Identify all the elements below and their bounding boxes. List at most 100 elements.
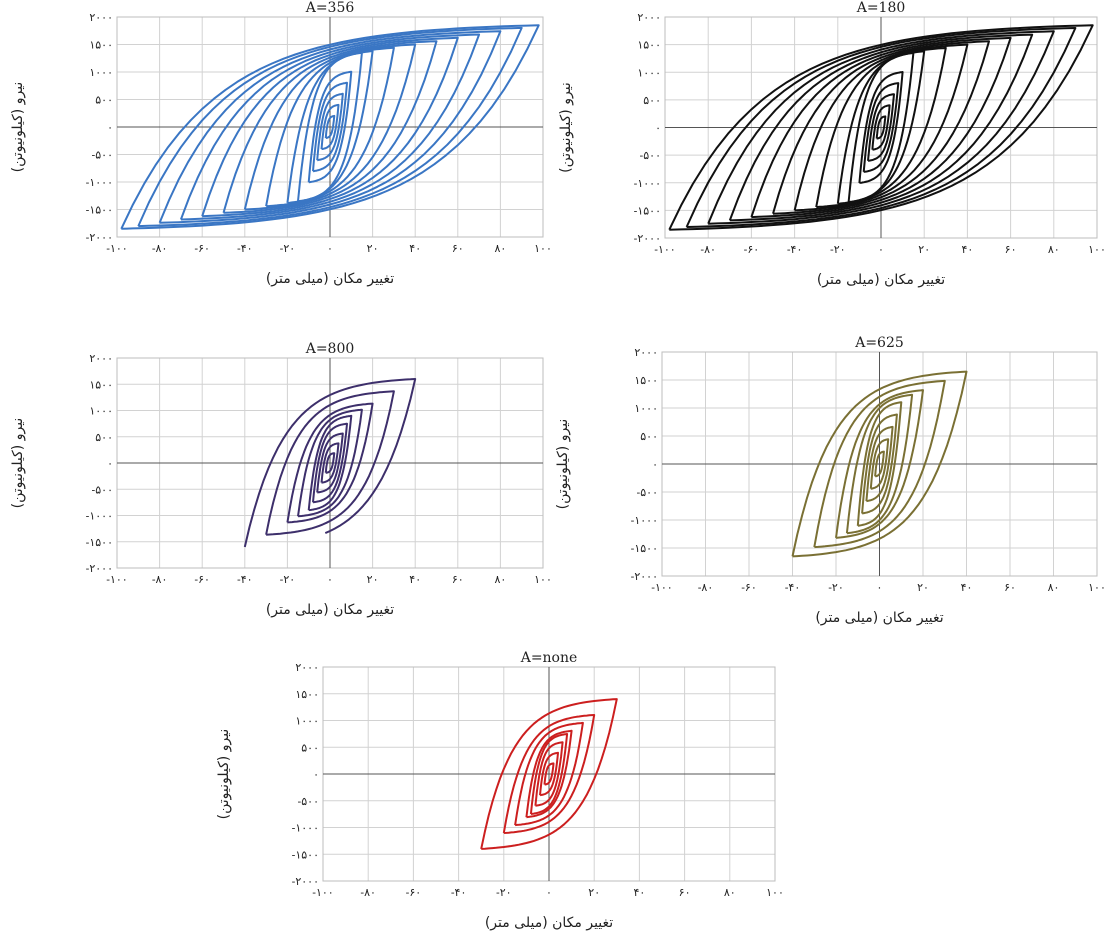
chart-a356-loop-8 [265, 46, 395, 208]
chart-a180-x-tick: -۶۰ [744, 243, 760, 256]
chart-a800-x-tick: -۱۰۰ [106, 573, 127, 586]
chart-a625-x-tick: -۲۰ [828, 581, 844, 594]
chart-a800-x-tick: ۱۰۰ [534, 573, 552, 586]
chart-a800-loop-5 [307, 414, 353, 512]
chart-a180-loop-5 [858, 71, 904, 184]
chart-a180-y-tick: ۱۵۰۰ [637, 39, 661, 52]
chart-a625-x-tick: -۴۰ [785, 581, 801, 594]
chart-a180-loop-2 [871, 104, 891, 151]
chart-a800-svg: A=800 -۱۰۰ -۸۰ -۶۰ -۴۰ -۲۰ ۰ ۲۰ ۴۰ ۶۰ ۸۰ ۱۰۰ ۲۰۰۰ ۱۵۰… [10, 341, 552, 618]
chart-a180-loop-13 [707, 30, 1055, 225]
chart-anone-loop-3 [534, 741, 564, 807]
chart-a800-y-tick: -۱۰۰۰ [86, 510, 113, 523]
chart-a800-x-tick: -۲۰ [280, 573, 296, 586]
chart-a356-y-label: نیرو (کیلونیوتن) [10, 82, 26, 173]
chart-a180-svg: A=180 -۱۰۰ -۸۰ -۶۰ -۴۰ -۲۰ ۰ ۲۰ ۴۰ ۶۰ ۸۰ ۱۰۰ ۲۰۰۰ ۱۵۰… [558, 0, 1106, 288]
chart-a356-x-tick: ۴۰ [409, 242, 421, 255]
chart-a625-y-tick: ۲۰۰۰ [634, 346, 658, 359]
chart-a356-x-tick: ۶۰ [452, 242, 464, 255]
chart-a800-x-tick: ۸۰ [494, 573, 506, 586]
chart-a800-x-tick: -۶۰ [194, 573, 210, 586]
chart-a356-x-tick: ۲۰ [367, 242, 379, 255]
chart-a180-x-tick: ۸۰ [1048, 243, 1060, 256]
chart-a625-loop-3 [865, 425, 894, 503]
chart-a800-x-label: تغییر مکان (میلی متر) [266, 602, 394, 618]
chart-a356-svg: A=356 -۱۰۰ -۸۰ -۶۰ -۴۰ -۲۰ ۰ ۲۰ ۴۰ ۶۰ ۸۰ ۱۰۰ ۲۰۰۰ ۱۵۰… [10, 0, 552, 287]
chart-a625-y-tick: ۰ [652, 458, 658, 471]
chart-a800-x-tick: ۲۰ [367, 573, 379, 586]
chart-a625-x-tick: ۶۰ [1004, 581, 1016, 594]
chart-a180-loop-8 [815, 46, 947, 209]
chart-a356-y-tick: -۲۰۰۰ [86, 231, 113, 244]
chart-a180-loop-3 [867, 93, 895, 162]
chart-a180-title: A=180 [856, 0, 906, 16]
chart-anone-title: A=none [520, 650, 578, 666]
chart-a180-y-label: نیرو (کیلونیوتن) [558, 82, 574, 173]
chart-a625-y-tick: -۱۵۰۰ [631, 542, 658, 555]
chart-a180: A=180 -۱۰۰ -۸۰ -۶۰ -۴۰ -۲۰ ۰ ۲۰ ۴۰ ۶۰ ۸۰ ۱۰۰ ۲۰۰۰ ۱۵۰… [555, 0, 1110, 305]
chart-a356-loop-10 [222, 40, 438, 214]
chart-a800-x-tick: ۰ [327, 573, 333, 586]
chart-a180-x-tick: ۰ [878, 243, 884, 256]
chart-a356-loop-1 [324, 114, 336, 140]
chart-a625-title: A=625 [854, 335, 904, 351]
chart-a356-x-label: تغییر مکان (میلی متر) [266, 271, 394, 287]
chart-anone-loop-4 [529, 733, 569, 815]
chart-anone-y-tick: ۱۰۰۰ [295, 715, 319, 728]
chart-a180-x-tick: -۲۰ [830, 243, 846, 256]
chart-anone-loop-6 [514, 721, 584, 827]
chart-anone-loop-8 [480, 698, 618, 850]
chart-a800-x-tick: ۴۰ [409, 573, 421, 586]
chart-a800-y-tick: -۱۵۰۰ [86, 536, 113, 549]
chart-anone-y-tick: ۱۵۰۰ [295, 688, 319, 701]
chart-a356-y-tick: ۰ [107, 121, 113, 134]
chart-a800-y-tick: -۵۰۰ [92, 483, 113, 496]
chart-anone-y-tick: ۵۰۰ [301, 741, 319, 754]
chart-anone-x-tick: -۴۰ [451, 886, 467, 899]
chart-anone-x-tick: ۲۰ [588, 886, 600, 899]
chart-anone-x-tick: -۱۰۰ [312, 886, 333, 899]
chart-a625-x-tick: ۲۰ [917, 581, 929, 594]
chart-a356-y-tick: ۱۰۰۰ [89, 66, 113, 79]
chart-a625-loop-4 [861, 413, 898, 515]
chart-a356-loop-13 [158, 30, 502, 224]
chart-a180-loop-9 [793, 43, 969, 212]
chart-a800-loop-1 [324, 452, 336, 474]
chart-a356-y-tick: ۵۰۰ [95, 94, 113, 107]
chart-a356-y-tick: ۲۰۰۰ [89, 11, 113, 24]
chart-anone-x-tick: ۱۰۰ [766, 886, 784, 899]
chart-a356-x-tick: -۴۰ [237, 242, 253, 255]
chart-a800-y-tick: ۵۰۰ [95, 431, 113, 444]
chart-a180-loop-4 [862, 82, 900, 173]
chart-a800-y-tick: ۱۰۰۰ [89, 405, 113, 418]
chart-a625-loop-1 [874, 450, 885, 478]
chart-anone-x-tick: ۸۰ [724, 886, 736, 899]
chart-a356-x-tick: ۰ [327, 242, 333, 255]
chart-a180-loop-14 [685, 27, 1077, 228]
chart-a800-y-tick: ۰ [107, 457, 113, 470]
chart-a180-loop-1 [875, 115, 887, 140]
chart-anone-y-tick: ۲۰۰۰ [295, 661, 319, 674]
chart-a180-x-tick: -۱۰۰ [654, 243, 675, 256]
chart-a180-y-tick: -۵۰۰ [640, 149, 661, 162]
chart-anone-loop-1 [543, 762, 555, 786]
chart-a356-loop-4 [312, 81, 348, 173]
chart-a356-y-tick: -۱۰۰۰ [86, 176, 113, 189]
chart-a625: A=625 -۱۰۰ -۸۰ -۶۰ -۴۰ -۲۰ ۰ ۲۰ ۴۰ ۶۰ ۸۰ ۱۰۰ ۲۰۰۰ ۱۵۰… [555, 330, 1110, 635]
chart-a180-loop-10 [772, 40, 990, 215]
chart-a800: A=800 -۱۰۰ -۸۰ -۶۰ -۴۰ -۲۰ ۰ ۲۰ ۴۰ ۶۰ ۸۰ ۱۰۰ ۲۰۰۰ ۱۵۰… [0, 330, 555, 630]
chart-a800-x-tick: ۶۰ [452, 573, 464, 586]
chart-a180-x-tick: -۴۰ [787, 243, 803, 256]
chart-a625-y-tick: ۱۵۰۰ [634, 374, 658, 387]
chart-a625-y-tick: -۵۰۰ [637, 486, 658, 499]
chart-a800-x-tick: -۸۰ [152, 573, 168, 586]
chart-a800-loop-2 [320, 442, 340, 484]
chart-a356-loop-14 [137, 26, 523, 228]
chart-anone-y-tick: -۱۰۰۰ [292, 822, 319, 835]
chart-a356-loop-2 [320, 103, 340, 151]
chart-anone-x-tick: -۸۰ [360, 886, 376, 899]
chart-anone-y-tick: -۵۰۰ [298, 795, 319, 808]
chart-a356-x-tick: -۸۰ [152, 242, 168, 255]
chart-a356: A=356 -۱۰۰ -۸۰ -۶۰ -۴۰ -۲۰ ۰ ۲۰ ۴۰ ۶۰ ۸۰ ۱۰۰ ۲۰۰۰ ۱۵۰… [0, 0, 555, 305]
chart-a625-y-tick: ۵۰۰ [640, 430, 658, 443]
